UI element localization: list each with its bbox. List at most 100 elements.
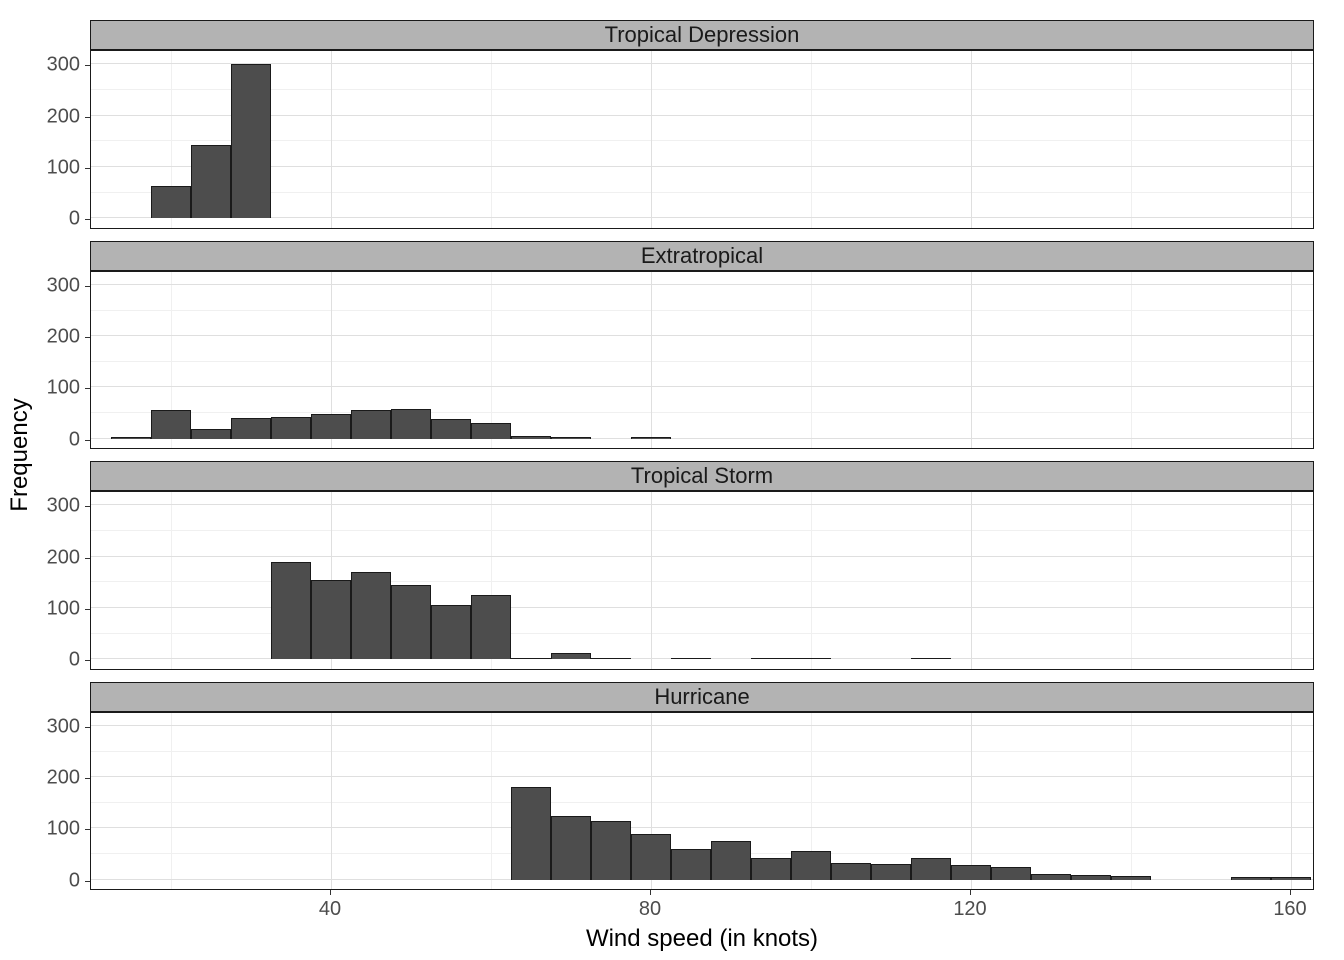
- y-tick-label: 200: [47, 767, 80, 790]
- gridline-minor-h: [91, 802, 1313, 803]
- y-tick-mark: [85, 881, 90, 882]
- gridline-minor-v: [1131, 492, 1132, 669]
- histogram-bar: [191, 145, 231, 218]
- x-tick-label: 40: [319, 898, 341, 921]
- plot-panel: [90, 271, 1314, 450]
- histogram-bar: [151, 186, 191, 218]
- gridline-minor-v: [811, 272, 812, 449]
- y-tick-label: 0: [69, 869, 80, 892]
- y-tick-mark: [85, 558, 90, 559]
- y-tick-mark: [85, 829, 90, 830]
- gridline-major-v: [1291, 51, 1292, 228]
- histogram-bar: [511, 787, 551, 879]
- gridline-major-h: [91, 335, 1313, 336]
- y-tick-mark: [85, 117, 90, 118]
- histogram-bar: [351, 410, 391, 439]
- gridline-major-h: [91, 386, 1313, 387]
- histogram-bar: [1271, 877, 1311, 880]
- y-tick-label: 100: [47, 597, 80, 620]
- y-tick-label: 100: [47, 377, 80, 400]
- gridline-minor-v: [491, 51, 492, 228]
- gridline-minor-h: [91, 751, 1313, 752]
- x-tick-label: 120: [953, 898, 986, 921]
- histogram-bar: [191, 429, 231, 439]
- y-tick-label: 200: [47, 326, 80, 349]
- gridline-minor-h: [91, 192, 1313, 193]
- gridline-minor-v: [491, 713, 492, 890]
- y-tick-mark: [85, 778, 90, 779]
- y-tick-mark: [85, 440, 90, 441]
- facet-title: Tropical Depression: [605, 22, 800, 48]
- gridline-minor-h: [91, 530, 1313, 531]
- y-tick-mark: [85, 65, 90, 66]
- y-tick-label: 0: [69, 649, 80, 672]
- histogram-bar: [911, 858, 951, 880]
- y-tick-label: 300: [47, 274, 80, 297]
- histogram-bar: [751, 858, 791, 880]
- histogram-bar: [231, 64, 271, 218]
- histogram-bar: [471, 595, 511, 659]
- gridline-minor-v: [811, 51, 812, 228]
- y-tick-mark: [85, 727, 90, 728]
- gridline-major-v: [651, 272, 652, 449]
- gridline-major-h: [91, 827, 1313, 828]
- y-tick-label: 0: [69, 428, 80, 451]
- gridline-major-h: [91, 284, 1313, 285]
- histogram-bar: [511, 658, 551, 660]
- facet-strip: Extratropical: [90, 241, 1314, 271]
- facet-title: Hurricane: [654, 684, 749, 710]
- histogram-bar: [351, 572, 391, 659]
- histogram-bar: [751, 658, 791, 660]
- x-axis-label: Wind speed (in knots): [586, 925, 818, 953]
- x-tick-label: 80: [639, 898, 661, 921]
- histogram-bar: [951, 865, 991, 879]
- gridline-major-v: [331, 51, 332, 228]
- histogram-bar: [711, 841, 751, 880]
- facet-strip: Tropical Storm: [90, 461, 1314, 491]
- histogram-bar: [271, 562, 311, 659]
- histogram-bar: [391, 585, 431, 659]
- y-tick-label: 0: [69, 208, 80, 231]
- facet-title: Extratropical: [641, 243, 763, 269]
- y-axis-label: Frequency: [6, 398, 34, 511]
- histogram-bar: [551, 653, 591, 659]
- histogram-bar: [551, 816, 591, 880]
- gridline-minor-v: [1131, 713, 1132, 890]
- y-tick-mark: [85, 337, 90, 338]
- histogram-bar: [591, 658, 631, 660]
- gridline-minor-v: [1131, 272, 1132, 449]
- plot-panel: [90, 491, 1314, 670]
- histogram-bar: [631, 437, 671, 439]
- histogram-bar: [911, 658, 951, 660]
- y-tick-mark: [85, 168, 90, 169]
- facet-strip: Hurricane: [90, 682, 1314, 712]
- histogram-bar: [551, 437, 591, 439]
- gridline-major-h: [91, 556, 1313, 557]
- y-tick-mark: [85, 286, 90, 287]
- gridline-minor-v: [811, 492, 812, 669]
- y-tick-label: 200: [47, 546, 80, 569]
- histogram-bar: [1111, 876, 1151, 880]
- gridline-major-v: [971, 51, 972, 228]
- gridline-major-h: [91, 504, 1313, 505]
- y-tick-mark: [85, 219, 90, 220]
- gridline-major-h: [91, 217, 1313, 218]
- gridline-minor-v: [1131, 51, 1132, 228]
- histogram-bar: [231, 418, 271, 439]
- gridline-major-h: [91, 725, 1313, 726]
- histogram-bar: [311, 580, 351, 660]
- gridline-minor-h: [91, 412, 1313, 413]
- histogram-bar: [471, 423, 511, 438]
- histogram-bar: [431, 605, 471, 659]
- gridline-minor-h: [91, 310, 1313, 311]
- y-tick-label: 100: [47, 818, 80, 841]
- histogram-bar: [431, 419, 471, 438]
- faceted-histogram-figure: Frequency Wind speed (in knots) Tropical D…: [0, 0, 1344, 960]
- x-tick-mark: [1290, 890, 1291, 895]
- gridline-major-h: [91, 166, 1313, 167]
- y-tick-mark: [85, 660, 90, 661]
- gridline-major-v: [971, 492, 972, 669]
- gridline-major-v: [331, 713, 332, 890]
- histogram-bar: [991, 867, 1031, 880]
- facet-title: Tropical Storm: [631, 463, 773, 489]
